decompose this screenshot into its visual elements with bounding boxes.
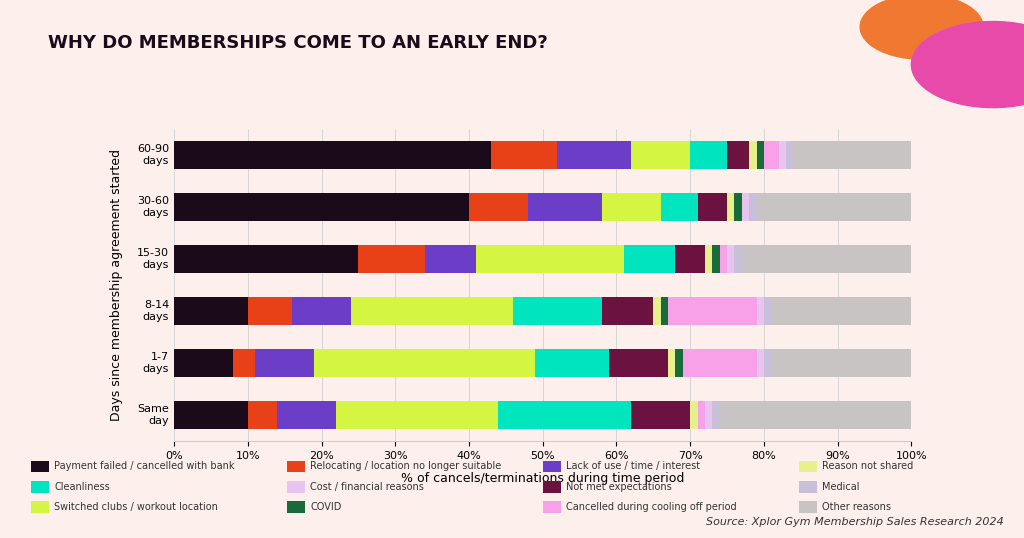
- Bar: [174, 401, 248, 429]
- Bar: [660, 193, 697, 222]
- Bar: [248, 297, 292, 325]
- Bar: [174, 141, 492, 169]
- Bar: [764, 141, 778, 169]
- Bar: [697, 401, 705, 429]
- Bar: [631, 141, 690, 169]
- Bar: [750, 141, 757, 169]
- Bar: [476, 245, 624, 273]
- Bar: [697, 193, 727, 222]
- Bar: [741, 193, 750, 222]
- Bar: [727, 193, 734, 222]
- Bar: [255, 349, 314, 378]
- Text: Payment failed / cancelled with bank: Payment failed / cancelled with bank: [54, 462, 234, 471]
- Text: Cancelled during cooling off period: Cancelled during cooling off period: [566, 502, 737, 512]
- Bar: [727, 141, 750, 169]
- Bar: [248, 401, 278, 429]
- Bar: [292, 297, 351, 325]
- Bar: [734, 245, 741, 273]
- Bar: [174, 297, 248, 325]
- Bar: [660, 297, 668, 325]
- X-axis label: % of cancels/terminations during time period: % of cancels/terminations during time pe…: [401, 472, 684, 485]
- Bar: [764, 297, 771, 325]
- Text: Medical: Medical: [822, 482, 860, 492]
- Bar: [602, 297, 653, 325]
- Y-axis label: Days since membership agreement started: Days since membership agreement started: [111, 149, 123, 421]
- Bar: [771, 297, 911, 325]
- Bar: [602, 193, 660, 222]
- Text: Relocating / location no longer suitable: Relocating / location no longer suitable: [310, 462, 502, 471]
- Bar: [492, 141, 557, 169]
- Bar: [499, 401, 631, 429]
- Bar: [676, 349, 683, 378]
- Bar: [425, 245, 476, 273]
- Bar: [174, 349, 233, 378]
- Bar: [764, 349, 771, 378]
- Text: Switched clubs / workout location: Switched clubs / workout location: [54, 502, 218, 512]
- Bar: [720, 401, 911, 429]
- Bar: [690, 141, 727, 169]
- Bar: [690, 401, 697, 429]
- Bar: [713, 401, 720, 429]
- Bar: [668, 297, 757, 325]
- Bar: [757, 141, 764, 169]
- Bar: [668, 349, 676, 378]
- Bar: [631, 401, 690, 429]
- Bar: [174, 193, 469, 222]
- Bar: [314, 349, 536, 378]
- Bar: [513, 297, 602, 325]
- Bar: [624, 245, 676, 273]
- Text: Cost / financial reasons: Cost / financial reasons: [310, 482, 424, 492]
- Bar: [734, 193, 741, 222]
- Bar: [278, 401, 336, 429]
- Bar: [676, 245, 705, 273]
- Bar: [233, 349, 255, 378]
- Bar: [358, 245, 425, 273]
- Text: Not met expectations: Not met expectations: [566, 482, 672, 492]
- Bar: [536, 349, 609, 378]
- Bar: [351, 297, 513, 325]
- Bar: [469, 193, 528, 222]
- Bar: [683, 349, 757, 378]
- Bar: [557, 141, 631, 169]
- Bar: [750, 193, 757, 222]
- Bar: [705, 401, 713, 429]
- Text: Reason not shared: Reason not shared: [822, 462, 913, 471]
- Bar: [720, 245, 727, 273]
- Bar: [174, 245, 358, 273]
- Bar: [741, 245, 919, 273]
- Bar: [757, 349, 764, 378]
- Bar: [771, 349, 911, 378]
- Bar: [778, 141, 786, 169]
- Text: COVID: COVID: [310, 502, 342, 512]
- Bar: [794, 141, 911, 169]
- Bar: [609, 349, 668, 378]
- Bar: [528, 193, 602, 222]
- Bar: [713, 245, 720, 273]
- Text: Lack of use / time / interest: Lack of use / time / interest: [566, 462, 700, 471]
- Bar: [653, 297, 660, 325]
- Text: Other reasons: Other reasons: [822, 502, 891, 512]
- Bar: [336, 401, 499, 429]
- Bar: [757, 297, 764, 325]
- Text: Source: Xplor Gym Membership Sales Research 2024: Source: Xplor Gym Membership Sales Resea…: [706, 517, 1004, 527]
- Bar: [705, 245, 713, 273]
- Text: WHY DO MEMBERSHIPS COME TO AN EARLY END?: WHY DO MEMBERSHIPS COME TO AN EARLY END?: [47, 34, 548, 52]
- Bar: [786, 141, 794, 169]
- Bar: [727, 245, 734, 273]
- Bar: [757, 193, 919, 222]
- Text: Cleanliness: Cleanliness: [54, 482, 110, 492]
